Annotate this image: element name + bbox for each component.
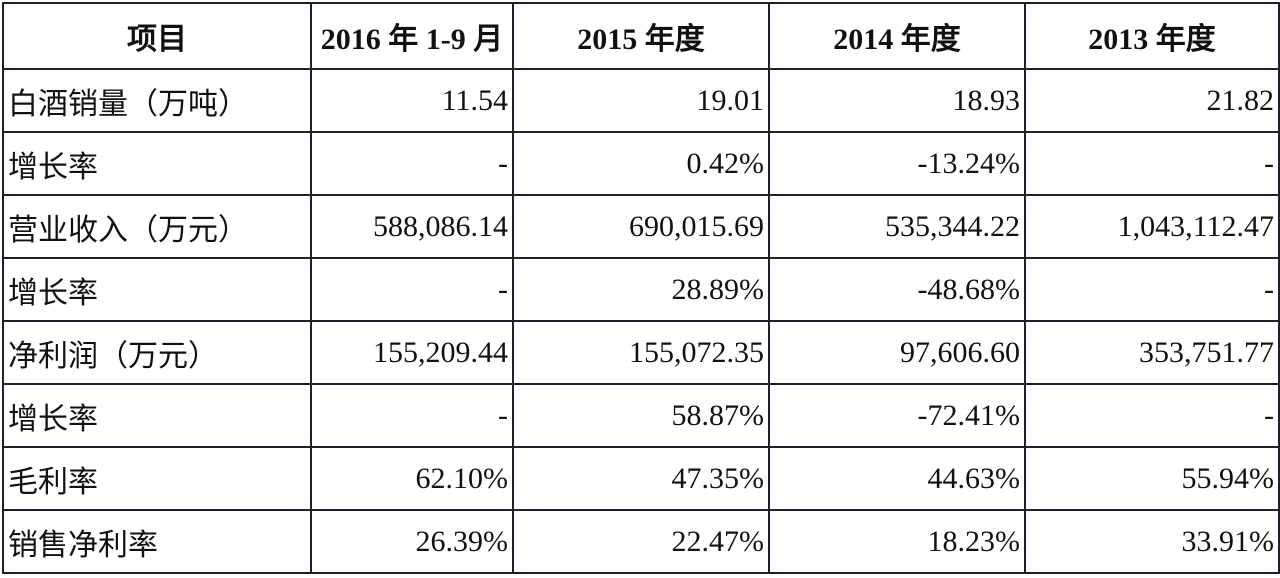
row-label: 净利润（万元）: [2, 320, 312, 385]
cell: 690,015.69: [512, 194, 770, 259]
cell: 47.35%: [512, 446, 770, 511]
cell: 33.91%: [1024, 509, 1280, 574]
table-row: 白酒销量（万吨） 11.54 19.01 18.93 21.82: [2, 68, 1280, 133]
header-cell: 2015 年度: [512, 2, 770, 70]
table-row: 增长率 -58.87% -72.41% -: [2, 383, 1280, 448]
cell: -: [310, 131, 514, 196]
cell: -13.24%: [768, 131, 1026, 196]
table-row: 净利润（万元） 155,209.44 155,072.35 97,606.60 353,…: [2, 320, 1280, 385]
row-label: 增长率: [2, 257, 312, 322]
table-row: 营业收入（万元） 588,086.14 690,015.69 535,344.22 1,…: [2, 194, 1280, 259]
cell: -: [310, 383, 514, 448]
header-row: 项目 2016 年 1-9 月 2015 年度 2014 年度 2013 年度: [2, 2, 1280, 70]
cell: -48.68%: [768, 257, 1026, 322]
cell: 58.87%: [512, 383, 770, 448]
cell: -: [1024, 257, 1280, 322]
cell: 0.42%: [512, 131, 770, 196]
cell: 535,344.22: [768, 194, 1026, 259]
table-body: 白酒销量（万吨） 11.54 19.01 18.93 21.82 增长率 -0.42% -13…: [2, 68, 1280, 574]
cell: 26.39%: [310, 509, 514, 574]
cell: 28.89%: [512, 257, 770, 322]
cell: 18.23%: [768, 509, 1026, 574]
cell: 55.94%: [1024, 446, 1280, 511]
header-cell: 2014 年度: [768, 2, 1026, 70]
cell: 588,086.14: [310, 194, 514, 259]
row-label: 销售净利率: [2, 509, 312, 574]
row-label: 白酒销量（万吨）: [2, 68, 312, 133]
cell: -: [1024, 131, 1280, 196]
cell: 155,072.35: [512, 320, 770, 385]
cell: -: [1024, 383, 1280, 448]
cell: 21.82: [1024, 68, 1280, 133]
cell: 18.93: [768, 68, 1026, 133]
row-label: 增长率: [2, 131, 312, 196]
row-label: 毛利率: [2, 446, 312, 511]
table-row: 增长率 -0.42% -13.24% -: [2, 131, 1280, 196]
cell: 155,209.44: [310, 320, 514, 385]
table-row: 增长率 -28.89% -48.68% -: [2, 257, 1280, 322]
header-cell: 2016 年 1-9 月: [310, 2, 514, 70]
table-row: 毛利率 62.10% 47.35% 44.63% 55.94%: [2, 446, 1280, 511]
cell: 97,606.60: [768, 320, 1026, 385]
header-cell: 2013 年度: [1024, 2, 1280, 70]
row-label: 增长率: [2, 383, 312, 448]
cell: -72.41%: [768, 383, 1026, 448]
cell: -: [310, 257, 514, 322]
cell: 19.01: [512, 68, 770, 133]
cell: 62.10%: [310, 446, 514, 511]
row-label: 营业收入（万元）: [2, 194, 312, 259]
header-cell: 项目: [2, 2, 312, 70]
cell: 22.47%: [512, 509, 770, 574]
cell: 11.54: [310, 68, 514, 133]
cell: 1,043,112.47: [1024, 194, 1280, 259]
cell: 44.63%: [768, 446, 1026, 511]
cell: 353,751.77: [1024, 320, 1280, 385]
table-row: 销售净利率 26.39% 22.47% 18.23% 33.91%: [2, 509, 1280, 574]
